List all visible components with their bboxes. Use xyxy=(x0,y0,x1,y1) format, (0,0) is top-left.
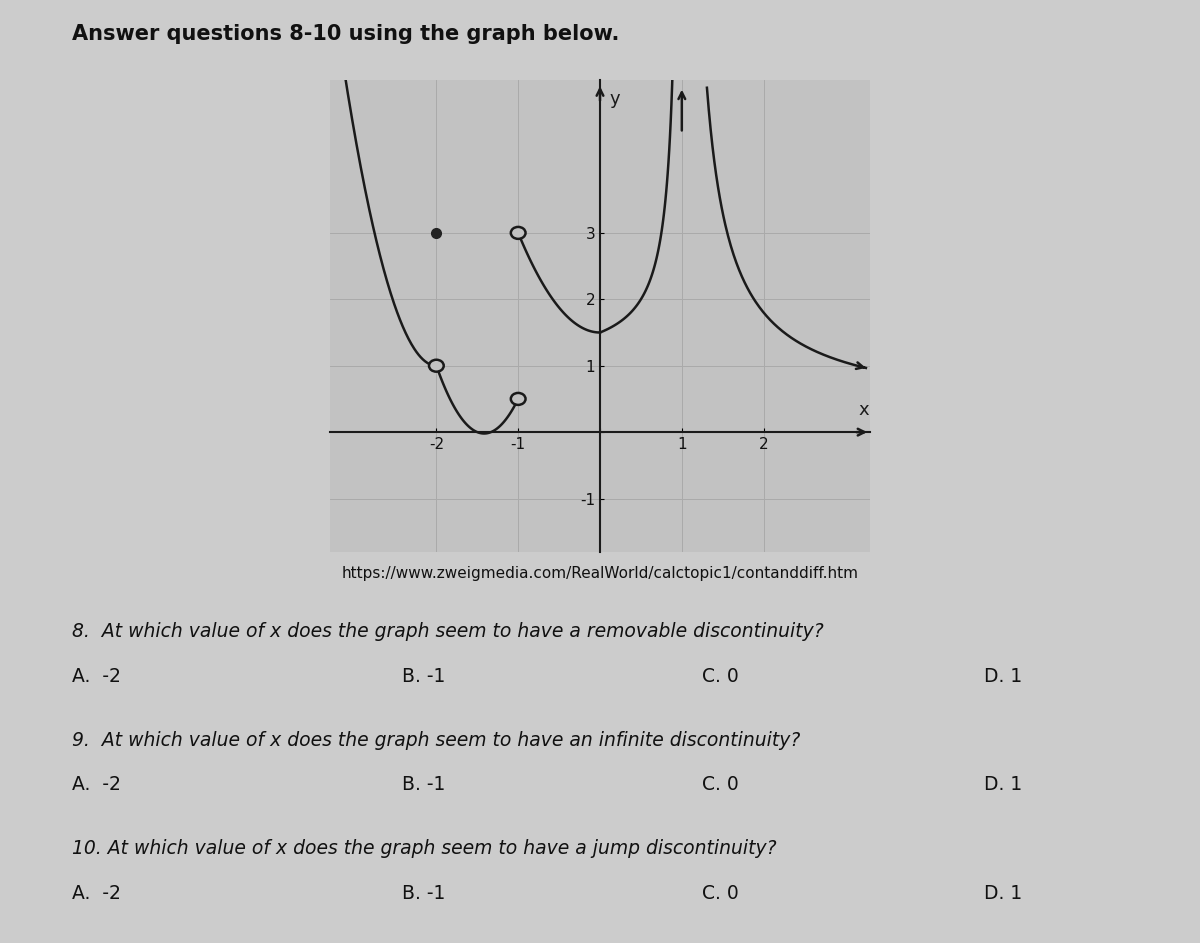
Text: Answer questions 8-10 using the graph below.: Answer questions 8-10 using the graph be… xyxy=(72,24,619,43)
Text: 10. At which value of x does the graph seem to have a jump discontinuity?: 10. At which value of x does the graph s… xyxy=(72,839,776,858)
Text: B. -1: B. -1 xyxy=(402,884,445,902)
Text: A.  -2: A. -2 xyxy=(72,775,121,794)
Text: C. 0: C. 0 xyxy=(702,884,739,902)
Text: x: x xyxy=(858,401,869,419)
Text: C. 0: C. 0 xyxy=(702,775,739,794)
Text: D. 1: D. 1 xyxy=(984,884,1022,902)
Text: 8.  At which value of x does the graph seem to have a removable discontinuity?: 8. At which value of x does the graph se… xyxy=(72,622,823,641)
Text: y: y xyxy=(610,91,620,108)
Text: https://www.zweigmedia.com/RealWorld/calctopic1/contanddiff.htm: https://www.zweigmedia.com/RealWorld/cal… xyxy=(342,566,858,581)
Text: D. 1: D. 1 xyxy=(984,775,1022,794)
Text: C. 0: C. 0 xyxy=(702,667,739,686)
Circle shape xyxy=(511,393,526,405)
Text: B. -1: B. -1 xyxy=(402,667,445,686)
Text: D. 1: D. 1 xyxy=(984,667,1022,686)
Text: A.  -2: A. -2 xyxy=(72,667,121,686)
Text: 9.  At which value of x does the graph seem to have an infinite discontinuity?: 9. At which value of x does the graph se… xyxy=(72,731,800,750)
Circle shape xyxy=(430,359,444,372)
Text: A.  -2: A. -2 xyxy=(72,884,121,902)
Text: B. -1: B. -1 xyxy=(402,775,445,794)
Circle shape xyxy=(511,227,526,239)
